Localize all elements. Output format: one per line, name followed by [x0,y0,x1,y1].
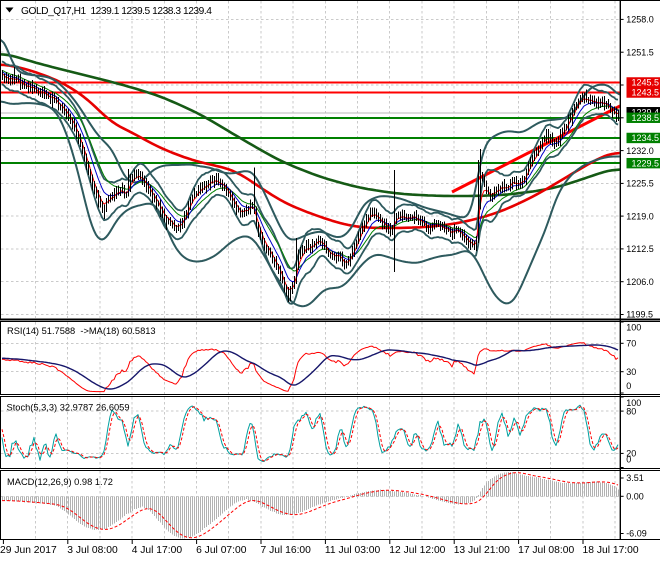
svg-text:3 Jul 08:00: 3 Jul 08:00 [67,545,118,556]
svg-text:1238.5: 1238.5 [632,113,660,123]
svg-text:Stoch(5,3,3) 32.9787 26.6059: Stoch(5,3,3) 32.9787 26.6059 [7,403,130,413]
svg-text:1234.5: 1234.5 [632,133,660,143]
svg-text:3.51: 3.51 [626,473,644,483]
svg-text:1225.5: 1225.5 [626,179,654,189]
svg-text:4 Jul 17:00: 4 Jul 17:00 [132,545,183,556]
svg-text:100: 100 [626,323,641,333]
svg-text:80: 80 [626,406,636,416]
svg-text:0: 0 [626,381,631,391]
svg-text:17 Jul 08:00: 17 Jul 08:00 [518,545,574,556]
svg-text:1245.5: 1245.5 [632,78,660,88]
svg-text:12 Jul 12:00: 12 Jul 12:00 [389,545,445,556]
svg-text:1199.5: 1199.5 [626,310,653,320]
svg-text:1206.0: 1206.0 [626,277,654,287]
svg-text:1251.5: 1251.5 [626,47,654,57]
svg-text:1232.0: 1232.0 [626,146,654,156]
svg-text:0: 0 [626,455,631,465]
svg-text:0.00: 0.00 [626,492,644,502]
svg-text:7 Jul 16:00: 7 Jul 16:00 [261,545,312,556]
svg-text:MACD(12,26,9) 0.98 1.72: MACD(12,26,9) 0.98 1.72 [7,477,113,487]
svg-text:1229.5: 1229.5 [632,158,660,168]
svg-text:1243.5: 1243.5 [632,88,660,98]
svg-text:-6.09: -6.09 [626,529,647,539]
svg-text:70: 70 [626,339,636,349]
svg-text:GOLD_Q17,H1 1239.1 1239.5 123: GOLD_Q17,H1 1239.1 1239.5 1238.3 1239.4 [21,6,212,17]
svg-text:29 Jun 2017: 29 Jun 2017 [0,545,57,556]
svg-text:1219.0: 1219.0 [626,211,654,221]
svg-text:1212.5: 1212.5 [626,244,654,254]
svg-text:18 Jul 17:00: 18 Jul 17:00 [583,545,639,556]
svg-text:13 Jul 21:00: 13 Jul 21:00 [454,545,510,556]
svg-text:30: 30 [626,367,636,377]
svg-text:RSI(14) 51.7588 ->MA(18) 60.5: RSI(14) 51.7588 ->MA(18) 60.5813 [7,326,156,336]
svg-text:11 Jul 03:00: 11 Jul 03:00 [325,545,381,556]
svg-text:6 Jul 07:00: 6 Jul 07:00 [196,545,247,556]
svg-text:1258.0: 1258.0 [626,15,654,25]
